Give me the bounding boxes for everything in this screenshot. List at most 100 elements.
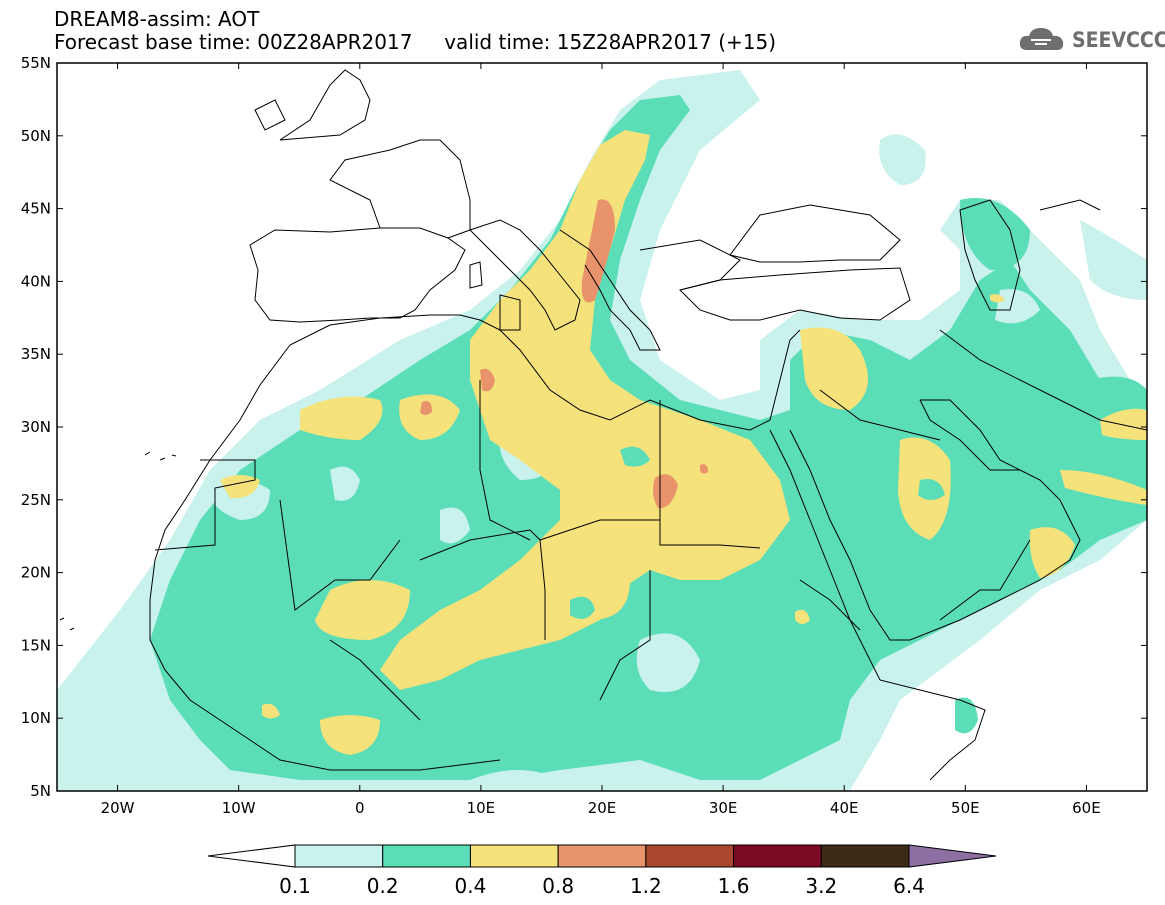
- coastlines: [59, 69, 1147, 781]
- colorbar-low-arrow: [207, 844, 296, 868]
- coastline: [769, 429, 881, 681]
- aot-field-0.1: [330, 466, 360, 501]
- coastline: [939, 329, 1147, 431]
- colorbar-swatch: [469, 844, 559, 868]
- coastline: [144, 451, 177, 461]
- coastline: [789, 429, 910, 641]
- aot-field-0.4: [380, 130, 790, 690]
- border: [599, 570, 651, 701]
- border: [939, 539, 1031, 621]
- aot-field-0.1: [470, 770, 560, 791]
- lon-axis: 20W 10W 0 10E 20E 30E 40E 50E 60E: [101, 63, 1101, 817]
- lat-tick-label: 30N: [21, 418, 51, 436]
- coastline: [499, 294, 521, 331]
- lat-tick-label: 5N: [30, 782, 51, 800]
- colorbar-label: 0.4: [455, 874, 487, 898]
- aot-field-0.4: [795, 609, 810, 624]
- colorbar-swatch: [382, 844, 471, 868]
- coastline: [879, 679, 986, 781]
- aot-fields: [57, 70, 1147, 791]
- coastline: [149, 419, 420, 771]
- aot-field-0.4: [399, 394, 460, 440]
- lat-tick-label: 20N: [21, 564, 51, 582]
- lon-tick-label: 10W: [222, 799, 256, 817]
- aot-field-0.4: [800, 327, 868, 410]
- coastline: [559, 229, 661, 351]
- colorbar-label: 1.6: [718, 874, 750, 898]
- coastline: [239, 314, 771, 431]
- aot-field-0.8: [420, 401, 432, 415]
- aot-field-0.4: [262, 703, 280, 719]
- colorbar-swatch: [820, 844, 910, 868]
- coastline: [469, 261, 483, 289]
- colorbar-label: 0.2: [367, 874, 399, 898]
- lon-tick-label: 0: [355, 799, 365, 817]
- border: [819, 389, 941, 441]
- coastline: [254, 99, 286, 131]
- aot-field-0.2: [570, 596, 595, 619]
- lon-tick-label: 10E: [467, 799, 496, 817]
- aot-field-0.4: [320, 715, 380, 755]
- coastline: [59, 617, 75, 631]
- coastline: [959, 199, 1021, 311]
- border: [479, 380, 531, 541]
- colorbar-swatch: [733, 844, 822, 868]
- aot-field-0.2: [620, 446, 650, 467]
- aot-field-0.4: [1060, 470, 1147, 505]
- lat-tick-label: 50N: [21, 127, 51, 145]
- aot-field-0.1: [1080, 220, 1147, 300]
- aot-field-0.4: [300, 396, 383, 440]
- aot-field-0.4: [990, 294, 1005, 303]
- coastline: [729, 204, 901, 263]
- lon-tick-label: 30E: [709, 799, 738, 817]
- coastline: [249, 227, 466, 323]
- coastline: [329, 139, 471, 239]
- lat-tick-label: 45N: [21, 200, 51, 218]
- lat-tick-label: 10N: [21, 709, 51, 727]
- lon-tick-label: 20W: [101, 799, 135, 817]
- aot-field-0.4: [315, 580, 410, 640]
- aot-field-0.1: [57, 700, 100, 791]
- colorbar-swatch: [557, 844, 647, 868]
- colorbar-label: 0.8: [542, 874, 574, 898]
- colorbar-label: 6.4: [893, 874, 925, 898]
- lat-tick-label: 15N: [21, 636, 51, 654]
- forecast-time-line: Forecast base time: 00Z28APR2017 valid t…: [54, 30, 777, 54]
- border: [1039, 199, 1101, 211]
- colorbar-high-arrow: [908, 844, 997, 868]
- colorbar-label: 0.1: [279, 874, 311, 898]
- aot-field-0.1: [995, 289, 1040, 324]
- aot-field-0.4: [1100, 408, 1147, 440]
- lat-tick-label: 25N: [21, 491, 51, 509]
- coastline: [920, 399, 1021, 471]
- aot-field-0.1: [440, 507, 470, 544]
- border: [419, 529, 546, 640]
- coastline: [909, 399, 1081, 641]
- aot-field-0.8: [653, 474, 678, 509]
- lat-tick-label: 55N: [21, 54, 51, 72]
- colorbar-label: 1.2: [630, 874, 662, 898]
- aot-field-0.8: [700, 464, 708, 474]
- colorbar-swatch: [645, 844, 735, 868]
- lat-tick-label: 35N: [21, 345, 51, 363]
- colorbar-label: 3.2: [805, 874, 837, 898]
- colorbar: 0.1 0.2 0.4 0.8 1.2 1.6 3.2 6.4: [207, 844, 997, 898]
- coastline: [419, 759, 501, 771]
- coastline: [469, 219, 581, 331]
- aot-field-0.8: [581, 199, 615, 303]
- aot-field-0.1: [636, 633, 700, 692]
- cloud-icon: [1019, 28, 1064, 50]
- lon-tick-label: 60E: [1072, 799, 1101, 817]
- lon-tick-label: 20E: [588, 799, 617, 817]
- lon-tick-label: 40E: [830, 799, 859, 817]
- lon-tick-label: 50E: [951, 799, 980, 817]
- border: [279, 499, 401, 611]
- chart-title: DREAM8-assim: AOT: [54, 7, 260, 31]
- border: [154, 459, 256, 551]
- coastline: [769, 329, 801, 421]
- lat-axis: 55N 50N 45N 40N 35N 30N 25N 20N 15N 10N 5N: [21, 54, 1147, 800]
- border: [799, 579, 861, 631]
- aot-field-0.2: [955, 697, 978, 734]
- coastline: [679, 267, 911, 321]
